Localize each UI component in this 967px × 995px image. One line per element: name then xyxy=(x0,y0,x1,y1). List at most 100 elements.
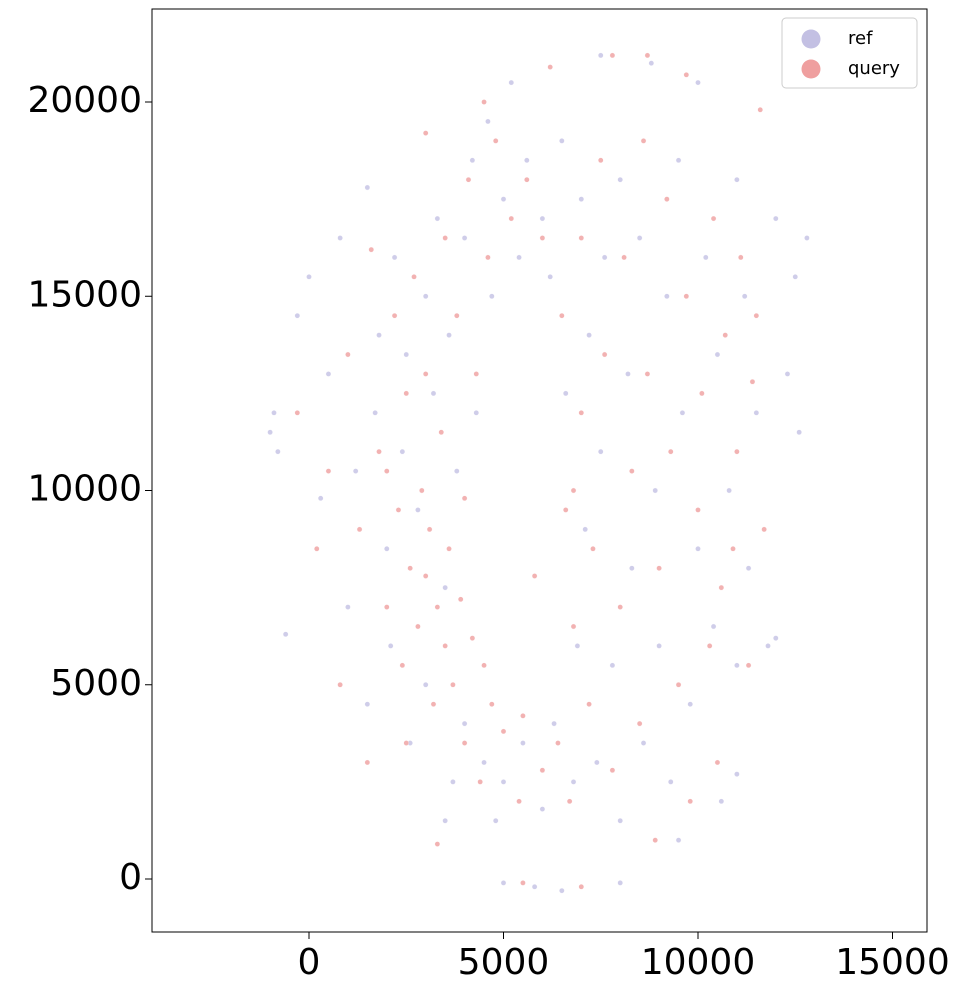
point xyxy=(508,79,515,86)
point xyxy=(597,448,604,455)
point xyxy=(617,176,623,183)
point xyxy=(710,215,717,222)
point xyxy=(325,371,332,377)
point xyxy=(364,759,371,766)
point xyxy=(547,64,553,70)
point xyxy=(461,740,468,746)
point xyxy=(601,351,608,358)
point xyxy=(442,584,448,591)
point xyxy=(718,798,725,805)
point xyxy=(753,410,760,416)
point xyxy=(590,545,596,552)
point xyxy=(629,565,635,572)
point xyxy=(722,332,729,338)
point xyxy=(403,351,410,358)
point xyxy=(578,196,585,202)
x-tick-label: 15000 xyxy=(835,942,950,983)
point xyxy=(753,312,760,319)
point xyxy=(294,410,301,416)
legend: ref query xyxy=(781,17,918,89)
point xyxy=(539,235,546,241)
point xyxy=(531,573,538,579)
y-tick-label: 20000 xyxy=(27,80,142,121)
point xyxy=(566,798,573,805)
point xyxy=(481,662,487,669)
point xyxy=(734,662,740,669)
point xyxy=(481,759,487,766)
point xyxy=(629,468,635,474)
point xyxy=(539,806,546,812)
point xyxy=(559,887,565,894)
point xyxy=(586,332,592,338)
x-tick-label: 0 xyxy=(298,942,321,983)
point xyxy=(415,507,421,513)
point xyxy=(399,448,406,455)
point xyxy=(516,254,522,261)
point xyxy=(492,138,499,144)
point xyxy=(695,79,701,86)
point xyxy=(516,798,522,805)
point xyxy=(734,771,740,777)
point xyxy=(492,817,499,824)
point xyxy=(345,604,351,610)
point xyxy=(426,526,433,533)
point xyxy=(714,351,721,358)
point xyxy=(461,495,468,502)
point xyxy=(520,740,526,746)
point xyxy=(325,468,332,474)
point xyxy=(597,157,604,164)
point xyxy=(376,448,382,455)
point xyxy=(652,837,659,843)
point xyxy=(586,701,592,707)
point xyxy=(450,779,456,785)
point xyxy=(391,312,398,319)
point xyxy=(473,410,480,416)
point xyxy=(434,215,441,222)
point xyxy=(726,487,732,494)
point xyxy=(559,312,565,319)
point xyxy=(450,681,456,688)
point xyxy=(372,410,378,416)
point xyxy=(644,52,651,59)
point xyxy=(664,196,670,202)
point xyxy=(597,52,604,59)
point xyxy=(294,312,301,319)
point xyxy=(337,235,343,241)
point xyxy=(792,274,799,280)
point xyxy=(500,779,507,785)
x-tick-label: 5000 xyxy=(458,942,550,983)
point xyxy=(644,371,651,377)
point xyxy=(555,740,561,746)
point xyxy=(601,254,608,261)
point xyxy=(636,235,643,241)
point xyxy=(757,106,764,113)
point xyxy=(609,767,616,774)
point xyxy=(345,351,351,358)
point xyxy=(609,662,616,669)
point xyxy=(772,635,779,641)
point xyxy=(461,720,468,727)
point xyxy=(804,235,810,241)
point xyxy=(609,52,616,59)
point xyxy=(687,701,694,707)
legend-label: query xyxy=(848,58,900,79)
point xyxy=(578,883,585,890)
point xyxy=(317,495,324,502)
point xyxy=(562,507,569,513)
point xyxy=(675,157,682,164)
y-tick-label: 0 xyxy=(119,857,142,898)
point xyxy=(539,767,546,774)
point xyxy=(531,883,538,890)
point xyxy=(574,643,581,649)
point xyxy=(485,254,491,261)
point xyxy=(508,215,515,222)
point xyxy=(407,565,413,572)
point xyxy=(539,215,546,222)
point xyxy=(667,448,674,455)
point xyxy=(442,235,448,241)
point xyxy=(617,817,623,824)
point xyxy=(714,759,721,766)
point xyxy=(469,157,476,164)
point xyxy=(500,880,507,886)
point xyxy=(368,246,375,253)
